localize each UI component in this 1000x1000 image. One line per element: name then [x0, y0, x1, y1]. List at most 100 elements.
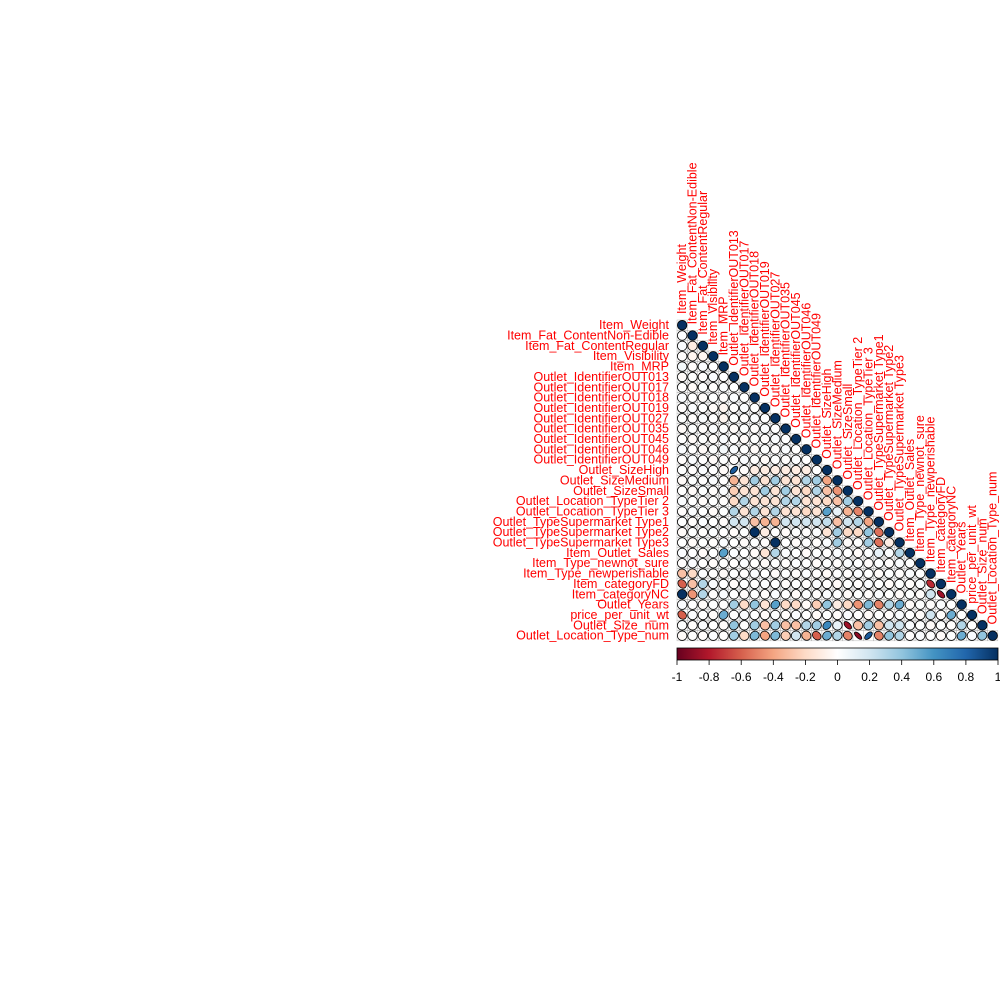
- correlation-cell: [863, 599, 874, 610]
- correlation-cell: [749, 444, 760, 455]
- colorbar-ticks: -1 -0.8 -0.6 -0.4 -0.2 0 0.2 0.4 0.6 0.8 1: [672, 660, 1000, 684]
- correlation-cell: [770, 547, 781, 558]
- correlation-cell: [811, 589, 822, 600]
- correlation-cell: [759, 475, 771, 486]
- colorbar-tick-label: 0.2: [861, 670, 878, 684]
- correlation-cell: [687, 444, 698, 455]
- column-label: Outlet_IdentifierOUT049: [810, 313, 824, 449]
- colorbar-tick-label: 1: [995, 670, 1000, 684]
- correlation-cell: [718, 423, 729, 434]
- row-label: Item_Type_newnot_sure: [532, 556, 669, 570]
- correlation-cell: [749, 578, 760, 590]
- diagonal-cell: [925, 568, 936, 579]
- correlation-cell: [884, 547, 895, 559]
- diagonal-cell: [894, 537, 905, 548]
- correlation-cell: [728, 558, 740, 569]
- correlation-cell: [811, 578, 822, 590]
- correlation-cell: [832, 496, 843, 507]
- correlation-cell: [843, 621, 852, 630]
- correlation-cell: [863, 558, 874, 569]
- correlation-cell: [677, 382, 688, 393]
- correlation-cell: [842, 589, 853, 600]
- correlation-cell: [873, 578, 884, 590]
- correlation-cell: [708, 413, 719, 424]
- correlation-cell: [790, 558, 802, 569]
- correlation-cell: [728, 630, 739, 641]
- diagonal-cell: [801, 444, 812, 455]
- correlation-cell: [821, 527, 833, 538]
- row-label: Outlet_Years: [597, 598, 669, 612]
- correlation-cell: [842, 609, 853, 621]
- colorbar-tick-label: -1: [672, 670, 683, 684]
- correlation-cell: [718, 506, 729, 517]
- correlation-cell: [759, 589, 771, 600]
- correlation-cell: [739, 485, 750, 496]
- correlation-cell: [780, 599, 791, 610]
- correlation-cell: [687, 527, 698, 538]
- correlation-cell: [801, 599, 812, 610]
- correlation-cell: [677, 402, 688, 414]
- correlation-cell: [915, 589, 926, 600]
- correlation-cell: [677, 340, 688, 352]
- correlation-cell: [708, 495, 719, 507]
- correlation-cell: [904, 578, 916, 590]
- correlation-cell: [708, 361, 719, 372]
- column-label: Outlet_TypeSupermarket Type3: [893, 355, 907, 531]
- correlation-cell: [801, 495, 812, 507]
- correlation-cell: [790, 516, 802, 527]
- column-label: Outlet_IdentifierOUT027: [768, 272, 782, 408]
- diagonal-cell: [749, 392, 760, 403]
- column-label: Item_Fat_ContentRegular: [696, 191, 710, 335]
- correlation-cell: [759, 609, 771, 621]
- correlation-cell: [770, 599, 781, 610]
- row-label: Outlet_IdentifierOUT046: [534, 442, 670, 456]
- correlation-cell: [759, 485, 770, 496]
- correlation-cell: [801, 547, 812, 559]
- correlation-cell: [780, 547, 791, 559]
- correlation-cell: [749, 402, 760, 414]
- correlation-cell: [708, 609, 719, 621]
- correlation-cell: [801, 464, 812, 476]
- row-label: Item_Weight: [599, 318, 669, 332]
- column-label: Item_Weight: [675, 244, 689, 314]
- correlation-cell: [801, 506, 812, 517]
- diagonal-cell: [977, 620, 988, 631]
- correlation-cell: [718, 610, 729, 620]
- colorbar-tick-label: 0.4: [893, 670, 910, 684]
- correlation-cell: [759, 620, 771, 631]
- diagonal-cell: [884, 527, 895, 538]
- correlation-cell: [718, 620, 729, 631]
- correlation-cell: [904, 620, 916, 631]
- correlation-cell: [697, 402, 709, 414]
- correlation-cell: [832, 630, 843, 641]
- correlation-cell: [697, 620, 709, 631]
- correlation-cell: [677, 392, 688, 403]
- correlation-cell: [904, 630, 916, 641]
- correlation-cell: [728, 589, 740, 600]
- row-label: Item_Fat_ContentNon-Edible: [507, 329, 669, 343]
- correlation-cell: [801, 568, 812, 579]
- correlation-cell: [728, 413, 740, 424]
- correlation-cell: [708, 423, 719, 434]
- correlation-cell: [863, 589, 874, 600]
- correlation-cell: [852, 589, 864, 600]
- row-label: Outlet_SizeHigh: [579, 463, 669, 477]
- correlation-cell: [946, 630, 957, 641]
- correlation-cell: [708, 620, 719, 631]
- correlation-cell: [946, 610, 957, 620]
- correlation-cell: [728, 423, 740, 434]
- correlation-cell: [749, 475, 760, 486]
- column-label: Outlet_IdentifierOUT013: [727, 230, 741, 366]
- row-label: Outlet_TypeSupermarket Type1: [493, 515, 669, 529]
- correlation-cell: [697, 485, 709, 496]
- correlation-cell: [770, 630, 781, 641]
- correlation-cell: [874, 527, 884, 537]
- correlation-cell: [697, 464, 709, 476]
- correlation-cell: [904, 568, 916, 579]
- column-label: Outlet_Years: [955, 522, 969, 594]
- correlation-cell: [728, 527, 740, 538]
- correlation-cell: [677, 351, 688, 362]
- correlation-cell: [863, 609, 874, 621]
- diagonal-cell: [935, 578, 947, 590]
- correlation-cell: [873, 558, 884, 569]
